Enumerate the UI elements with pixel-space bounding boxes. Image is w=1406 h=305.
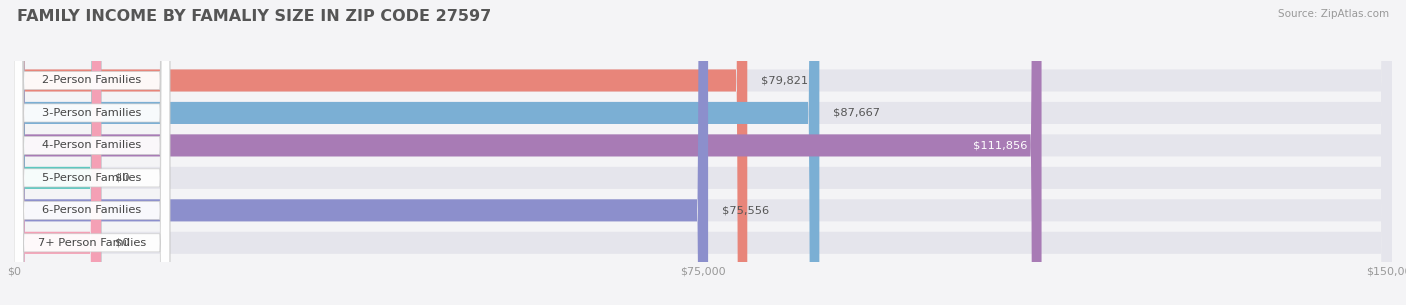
FancyBboxPatch shape xyxy=(14,0,1392,305)
Text: $87,667: $87,667 xyxy=(834,108,880,118)
Text: $75,556: $75,556 xyxy=(721,205,769,215)
FancyBboxPatch shape xyxy=(14,0,101,305)
FancyBboxPatch shape xyxy=(14,0,170,305)
FancyBboxPatch shape xyxy=(14,0,170,305)
FancyBboxPatch shape xyxy=(14,0,1392,305)
FancyBboxPatch shape xyxy=(14,0,170,305)
Text: 2-Person Families: 2-Person Families xyxy=(42,75,142,85)
Text: 6-Person Families: 6-Person Families xyxy=(42,205,142,215)
FancyBboxPatch shape xyxy=(14,0,1392,305)
FancyBboxPatch shape xyxy=(14,0,747,305)
Text: 5-Person Families: 5-Person Families xyxy=(42,173,142,183)
FancyBboxPatch shape xyxy=(14,0,170,305)
FancyBboxPatch shape xyxy=(14,0,1392,305)
Text: $0: $0 xyxy=(115,238,129,248)
Text: 4-Person Families: 4-Person Families xyxy=(42,140,142,150)
FancyBboxPatch shape xyxy=(14,0,1392,305)
FancyBboxPatch shape xyxy=(14,0,170,305)
Text: FAMILY INCOME BY FAMALIY SIZE IN ZIP CODE 27597: FAMILY INCOME BY FAMALIY SIZE IN ZIP COD… xyxy=(17,9,491,24)
Text: $111,856: $111,856 xyxy=(973,140,1028,150)
FancyBboxPatch shape xyxy=(14,0,101,305)
Text: $79,821: $79,821 xyxy=(761,75,808,85)
FancyBboxPatch shape xyxy=(14,0,709,305)
FancyBboxPatch shape xyxy=(14,0,1042,305)
Text: $0: $0 xyxy=(115,173,129,183)
FancyBboxPatch shape xyxy=(14,0,1392,305)
FancyBboxPatch shape xyxy=(14,0,820,305)
FancyBboxPatch shape xyxy=(14,0,170,305)
Text: Source: ZipAtlas.com: Source: ZipAtlas.com xyxy=(1278,9,1389,19)
Text: 7+ Person Families: 7+ Person Families xyxy=(38,238,146,248)
Text: 3-Person Families: 3-Person Families xyxy=(42,108,142,118)
